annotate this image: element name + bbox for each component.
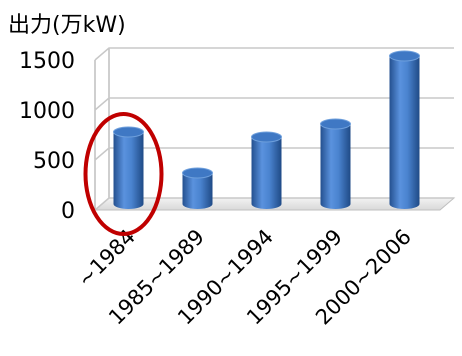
- highlight-ellipse: [83, 112, 164, 236]
- bar-top: [320, 118, 351, 130]
- bar: [251, 131, 282, 209]
- bar-top: [389, 50, 420, 62]
- bar-body: [251, 137, 282, 209]
- bar: [182, 167, 213, 209]
- bar: [113, 126, 144, 209]
- y-axis-title: 出力(万kW): [8, 13, 126, 38]
- bars: [113, 50, 420, 209]
- y-tick-label: 500: [33, 149, 75, 174]
- y-axis-ticks: 0 500 1000 1500: [19, 49, 75, 224]
- bar-body: [182, 173, 213, 209]
- x-axis-labels: ~19841985~19891990~19941995~19992000~200…: [73, 225, 416, 330]
- bar-top: [113, 126, 144, 138]
- highlight-layer: [83, 112, 164, 236]
- bar-body: [113, 132, 144, 209]
- bar: [320, 118, 351, 209]
- gridline: [94, 97, 454, 111]
- bar-body: [389, 56, 420, 209]
- y-tick-label: 1000: [19, 99, 75, 124]
- bar-top: [251, 131, 282, 143]
- gridline: [94, 47, 454, 61]
- bar-body: [320, 124, 351, 209]
- bar: [389, 50, 420, 209]
- y-tick-label: 0: [61, 199, 75, 224]
- y-tick-label: 1500: [19, 49, 75, 74]
- bar-top: [182, 167, 213, 179]
